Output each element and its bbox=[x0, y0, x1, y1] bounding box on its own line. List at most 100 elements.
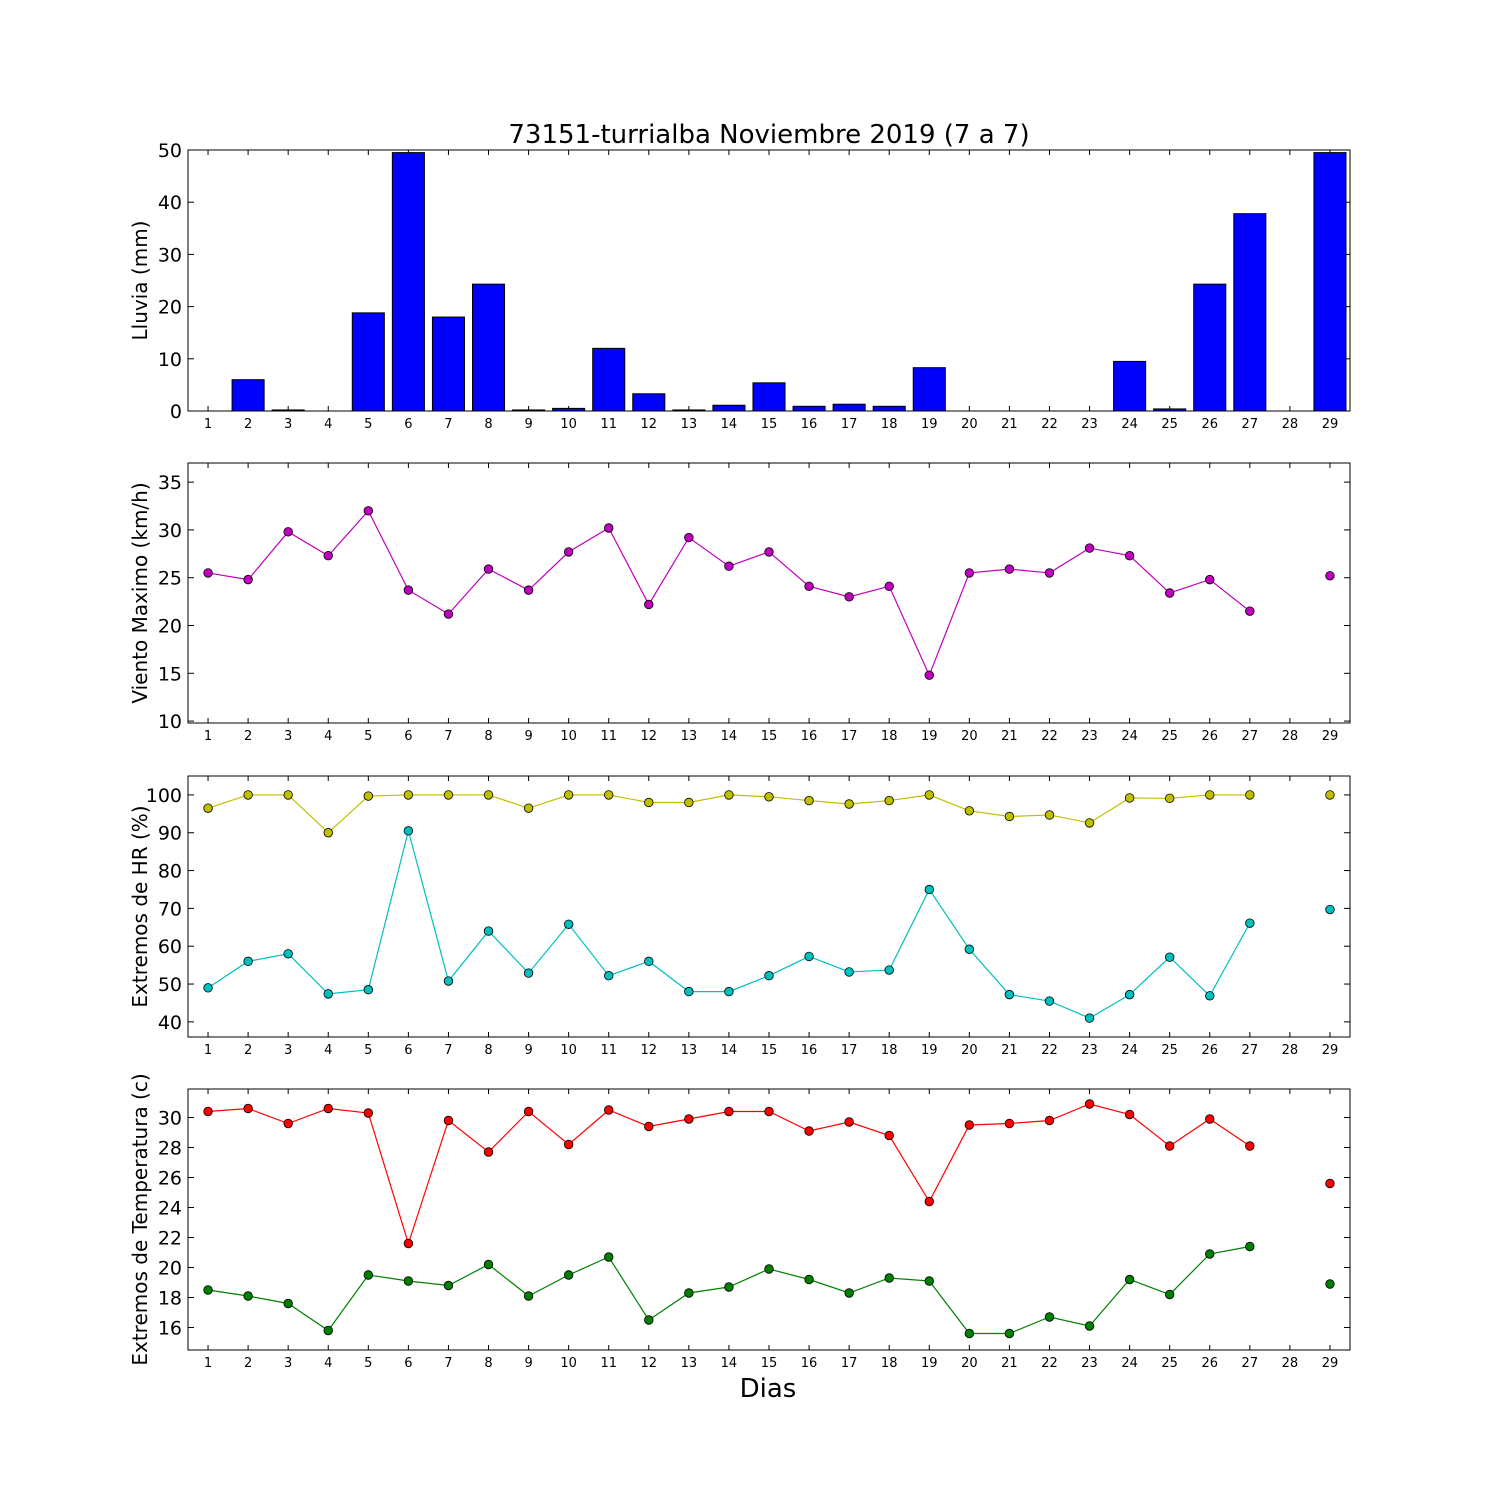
data-point bbox=[884, 965, 894, 975]
xtick-label: 15 bbox=[761, 1043, 778, 1058]
data-point bbox=[1245, 790, 1255, 800]
xtick-label: 22 bbox=[1041, 1043, 1058, 1058]
data-point bbox=[764, 971, 774, 981]
xtick-label: 29 bbox=[1322, 1043, 1339, 1058]
data-point bbox=[604, 1105, 614, 1115]
bar bbox=[792, 405, 826, 412]
data-point bbox=[1044, 568, 1055, 578]
ytick-label: 30 bbox=[158, 1108, 182, 1130]
xtick-label: 19 bbox=[921, 1356, 938, 1371]
xtick-label: 19 bbox=[921, 729, 938, 744]
bar bbox=[872, 405, 906, 412]
data-point bbox=[724, 1106, 734, 1117]
xtick-label: 21 bbox=[1001, 1043, 1018, 1058]
xtick-label: 22 bbox=[1041, 729, 1058, 744]
xtick-label: 13 bbox=[681, 417, 698, 432]
data-point bbox=[1044, 996, 1055, 1006]
data-point bbox=[1084, 1013, 1095, 1023]
data-point bbox=[764, 547, 774, 557]
xtick-label: 27 bbox=[1242, 1043, 1259, 1058]
bar bbox=[552, 407, 586, 412]
data-point bbox=[1325, 1178, 1335, 1189]
xtick-label: 26 bbox=[1201, 417, 1218, 432]
data-point bbox=[403, 826, 414, 836]
data-point bbox=[604, 1252, 614, 1262]
data-point bbox=[804, 1274, 814, 1285]
xtick-label: 21 bbox=[1001, 729, 1018, 744]
xtick-label: 24 bbox=[1121, 1043, 1138, 1058]
plot-frame-temp bbox=[187, 1088, 1351, 1351]
data-point bbox=[1004, 989, 1015, 1000]
bar bbox=[471, 283, 506, 412]
data-point bbox=[1124, 793, 1135, 803]
bar bbox=[592, 347, 626, 412]
xtick-label: 8 bbox=[484, 1356, 492, 1371]
xtick-label: 2 bbox=[244, 1356, 252, 1371]
xtick-label: 15 bbox=[761, 1356, 778, 1371]
xtick-label: 1 bbox=[204, 729, 212, 744]
ytick-label: 40 bbox=[158, 192, 182, 214]
data-point bbox=[563, 547, 574, 557]
xtick-label: 5 bbox=[364, 1043, 372, 1058]
xtick-label: 10 bbox=[560, 1356, 577, 1371]
xtick-label: 26 bbox=[1201, 1043, 1218, 1058]
xtick-label: 11 bbox=[600, 1356, 617, 1371]
data-point bbox=[604, 971, 614, 981]
xtick-label: 9 bbox=[524, 1043, 532, 1058]
xtick-label: 7 bbox=[444, 729, 452, 744]
ytick-label: 40 bbox=[158, 1012, 182, 1034]
data-point bbox=[1205, 1114, 1215, 1124]
ytick-label: 30 bbox=[158, 244, 182, 266]
ytick-label: 50 bbox=[158, 974, 182, 996]
data-point bbox=[924, 670, 934, 680]
bar bbox=[431, 316, 465, 412]
data-point bbox=[1205, 1249, 1215, 1259]
xtick-label: 24 bbox=[1121, 417, 1138, 432]
xtick-label: 14 bbox=[721, 1043, 738, 1058]
xtick-label: 16 bbox=[801, 729, 818, 744]
data-point bbox=[563, 919, 574, 929]
data-point bbox=[1325, 1279, 1335, 1289]
data-point bbox=[403, 585, 414, 595]
xtick-label: 2 bbox=[244, 729, 252, 744]
data-point bbox=[1245, 1141, 1255, 1151]
data-point bbox=[523, 1291, 534, 1301]
xtick-label: 28 bbox=[1282, 1356, 1299, 1371]
data-point bbox=[323, 828, 333, 838]
xtick-label: 17 bbox=[841, 417, 858, 432]
data-point bbox=[804, 1126, 814, 1136]
xtick-label: 15 bbox=[761, 417, 778, 432]
data-point bbox=[283, 949, 293, 959]
data-point bbox=[1084, 1321, 1095, 1331]
data-point bbox=[684, 532, 694, 543]
y-axis-label-viento: Viento Maximo (km/h) bbox=[128, 482, 152, 703]
ytick-label: 18 bbox=[158, 1288, 182, 1310]
xtick-label: 5 bbox=[364, 417, 372, 432]
data-point bbox=[964, 944, 975, 954]
data-point bbox=[1245, 606, 1255, 616]
bar bbox=[912, 367, 946, 412]
xtick-label: 25 bbox=[1161, 417, 1178, 432]
data-point bbox=[724, 561, 734, 571]
data-point bbox=[1205, 790, 1215, 800]
ytick-label: 22 bbox=[158, 1228, 182, 1250]
ytick-label: 20 bbox=[158, 297, 182, 319]
data-point bbox=[1084, 543, 1095, 553]
data-point bbox=[1004, 1118, 1015, 1129]
data-point bbox=[1325, 571, 1335, 581]
data-point bbox=[283, 1118, 293, 1129]
xtick-label: 20 bbox=[961, 417, 978, 432]
data-point bbox=[964, 806, 975, 816]
data-point bbox=[323, 551, 333, 561]
ytick-label: 30 bbox=[158, 520, 182, 542]
data-point bbox=[443, 976, 454, 986]
data-point bbox=[844, 967, 854, 977]
ytick-label: 26 bbox=[158, 1168, 182, 1190]
bar bbox=[351, 312, 385, 412]
y-axis-label-hr: Extremos de HR (%) bbox=[128, 805, 152, 1007]
xtick-label: 13 bbox=[681, 1043, 698, 1058]
data-point bbox=[483, 564, 494, 574]
